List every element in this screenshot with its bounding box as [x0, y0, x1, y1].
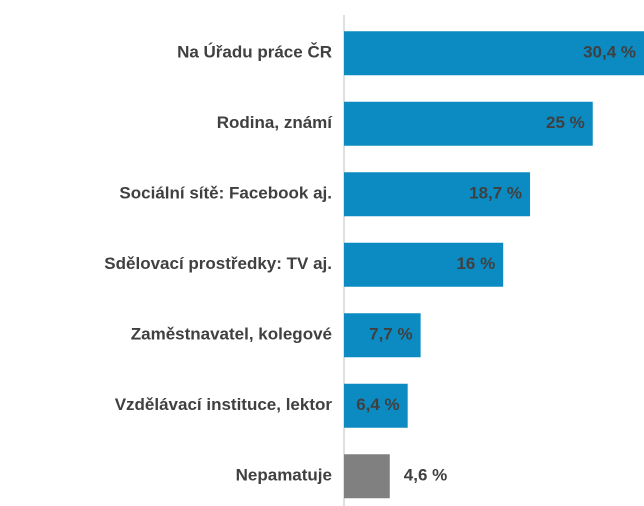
category-label: Rodina, známí	[217, 113, 334, 132]
bar	[344, 242, 504, 287]
value-label: 6,4 %	[356, 395, 399, 414]
bar	[344, 313, 421, 358]
bar	[344, 454, 390, 499]
category-label: Sociální sítě: Facebook aj.	[119, 184, 332, 203]
bar	[344, 172, 531, 217]
value-label: 18,7 %	[469, 184, 522, 203]
category-label: Na Úřadu práce ČR	[177, 43, 332, 62]
bar	[344, 101, 593, 146]
bar	[344, 383, 408, 428]
value-label: 4,6 %	[404, 466, 447, 485]
bar	[344, 31, 644, 76]
category-label: Vzdělávací instituce, lektor	[115, 395, 333, 414]
value-label: 30,4 %	[583, 43, 636, 62]
value-label: 25 %	[546, 113, 585, 132]
value-label: 16 %	[456, 254, 495, 273]
category-label: Sdělovací prostředky: TV aj.	[104, 254, 332, 273]
value-label: 7,7 %	[369, 325, 412, 344]
category-label: Nepamatuje	[236, 466, 332, 485]
category-label: Zaměstnavatel, kolegové	[131, 325, 332, 344]
